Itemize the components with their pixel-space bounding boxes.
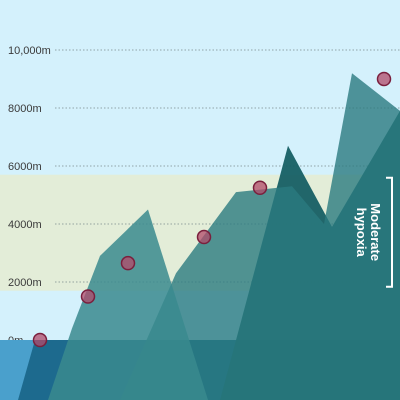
altitude-marker bbox=[32, 332, 48, 348]
band-bracket-line bbox=[386, 176, 393, 288]
altitude-markers bbox=[32, 71, 392, 348]
altitude-marker bbox=[252, 180, 268, 195]
y-tick-label: 10,000m bbox=[8, 45, 51, 57]
mountain-front bbox=[48, 209, 208, 400]
shallow-water bbox=[0, 340, 35, 400]
y-tick-label: 2000m bbox=[8, 277, 42, 289]
y-tick-label: 4000m bbox=[8, 219, 42, 231]
altitude-marker bbox=[196, 229, 212, 245]
altitude-marker bbox=[120, 255, 136, 271]
band-label: Moderatehypoxia bbox=[354, 203, 383, 261]
mountain-mid bbox=[120, 73, 400, 400]
y-tick-label: 6000m bbox=[8, 161, 42, 173]
altitude-marker bbox=[80, 289, 96, 304]
band-bracket: Moderatehypoxia bbox=[354, 176, 393, 288]
y-tick-label: 8000m bbox=[8, 103, 42, 115]
mountain-silhouettes bbox=[0, 73, 400, 400]
altitude-marker bbox=[376, 71, 392, 87]
